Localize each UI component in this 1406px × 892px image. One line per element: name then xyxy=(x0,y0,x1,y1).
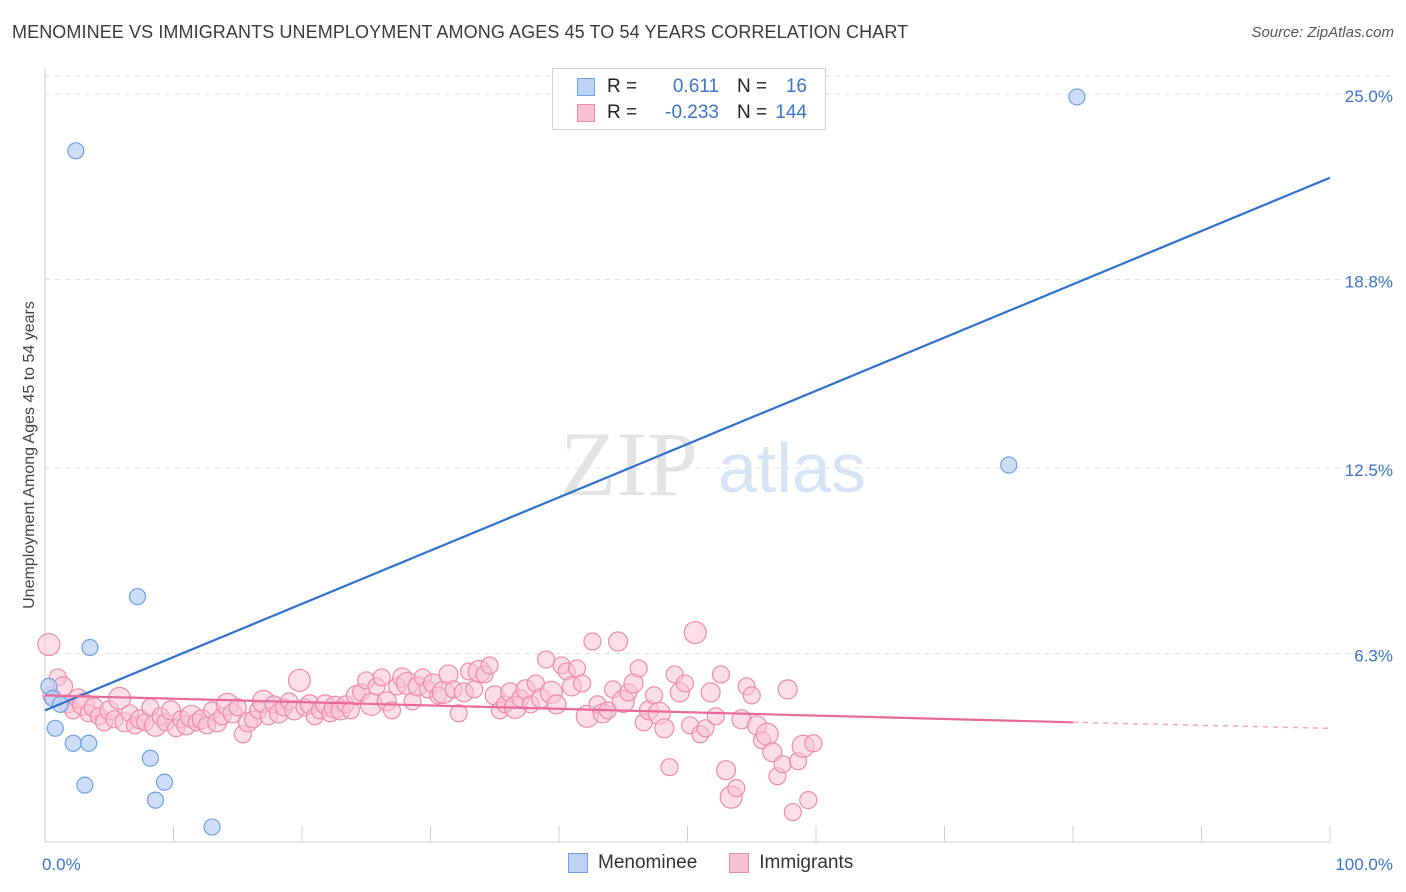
watermark-atlas: atlas xyxy=(718,429,866,507)
r-label: R = xyxy=(607,76,638,97)
n-value-menominee: 16 xyxy=(785,76,807,97)
immigrants-point xyxy=(783,802,802,822)
menominee-point xyxy=(155,773,174,791)
immigrants-point xyxy=(480,656,499,675)
menominee-swatch xyxy=(577,78,595,96)
immigrants-point xyxy=(683,620,707,645)
chart-title: MENOMINEE VS IMMIGRANTS UNEMPLOYMENT AMO… xyxy=(12,22,909,42)
n-label: N = xyxy=(737,76,768,97)
series-legend: Menominee Immigrants xyxy=(568,852,885,874)
menominee-point xyxy=(81,638,99,657)
immigrants-point xyxy=(573,674,592,693)
trend-lines xyxy=(44,176,1331,730)
immigrants-point xyxy=(608,631,629,652)
immigrants-point xyxy=(777,679,798,700)
immigrants-point xyxy=(37,632,61,657)
legend-label-immigrants: Immigrants xyxy=(759,852,854,873)
immigrants-point xyxy=(711,665,731,684)
immigrants-point xyxy=(629,659,648,678)
immigrants-trend-line xyxy=(44,694,1074,724)
correlation-legend: R = 0.611 N = 16 R = -0.233 N = 144 xyxy=(552,68,826,130)
immigrants-point xyxy=(804,734,823,753)
immigrants-point xyxy=(706,707,725,726)
x-tick-label: 100.0% xyxy=(1335,855,1393,874)
immigrants-point xyxy=(546,694,567,715)
legend-row-menominee: R = 0.611 N = 16 xyxy=(577,74,807,100)
menominee-point xyxy=(80,734,98,752)
immigrants-point xyxy=(773,755,792,774)
legend-label-menominee: Menominee xyxy=(598,852,698,873)
r-value-immigrants: -0.233 xyxy=(665,102,719,123)
immigrants-point xyxy=(583,632,602,651)
immigrants-point xyxy=(228,698,247,717)
immigrants-point xyxy=(742,686,761,705)
menominee-trend-line xyxy=(44,176,1331,712)
y-tick-label: 6.3% xyxy=(1354,646,1393,665)
r-value-menominee: 0.611 xyxy=(672,76,719,97)
y-tick-label: 12.5% xyxy=(1345,461,1393,480)
menominee-point xyxy=(67,142,85,160)
immigrants-point xyxy=(696,719,715,738)
immigrants-legend-swatch xyxy=(729,853,750,873)
n-value-immigrants: 144 xyxy=(775,102,807,123)
tick-labels: 6.3% 12.5% 18.8% 25.0% 0.0% 100.0% xyxy=(42,87,1393,874)
immigrants-point xyxy=(715,760,737,781)
immigrants-point xyxy=(372,668,391,687)
immigrants-points xyxy=(37,620,823,822)
immigrants-point xyxy=(799,791,818,810)
immigrants-point xyxy=(449,704,468,723)
immigrants-point xyxy=(660,758,679,777)
menominee-points xyxy=(40,88,1086,836)
axes xyxy=(44,68,1331,843)
legend-item-immigrants: Immigrants xyxy=(729,852,853,874)
menominee-point xyxy=(46,719,64,737)
immigrants-point xyxy=(700,682,721,703)
menominee-point xyxy=(146,791,165,809)
menominee-point xyxy=(1068,88,1086,106)
immigrants-point xyxy=(755,722,779,746)
y-tick-label: 18.8% xyxy=(1345,272,1393,291)
immigrants-point xyxy=(287,668,312,693)
immigrants-point xyxy=(644,686,664,705)
grid-lines xyxy=(45,75,1395,654)
y-tick-label: 25.0% xyxy=(1345,87,1393,106)
x-tick-label: 0.0% xyxy=(42,855,81,874)
n-label: N = xyxy=(737,102,768,123)
watermark-zip: ZIP xyxy=(560,413,698,515)
immigrants-point xyxy=(727,779,746,798)
menominee-point xyxy=(141,749,159,767)
legend-item-menominee: Menominee xyxy=(568,852,697,874)
immigrants-point xyxy=(465,680,484,699)
source-label: Source: ZipAtlas.com xyxy=(1251,24,1394,41)
menominee-point xyxy=(128,588,147,606)
r-label: R = xyxy=(607,102,638,123)
immigrants-trend-extension xyxy=(1072,721,1331,730)
legend-row-immigrants: R = -0.233 N = 144 xyxy=(577,100,807,126)
immigrants-point xyxy=(537,650,556,669)
immigrants-swatch xyxy=(577,104,595,122)
menominee-point xyxy=(1000,456,1018,474)
immigrants-point xyxy=(675,674,695,693)
immigrants-point xyxy=(654,718,675,739)
menominee-point xyxy=(76,776,94,794)
immigrants-point xyxy=(382,701,402,720)
menominee-point xyxy=(64,734,82,752)
menominee-point xyxy=(203,818,221,836)
menominee-legend-swatch xyxy=(568,853,588,873)
